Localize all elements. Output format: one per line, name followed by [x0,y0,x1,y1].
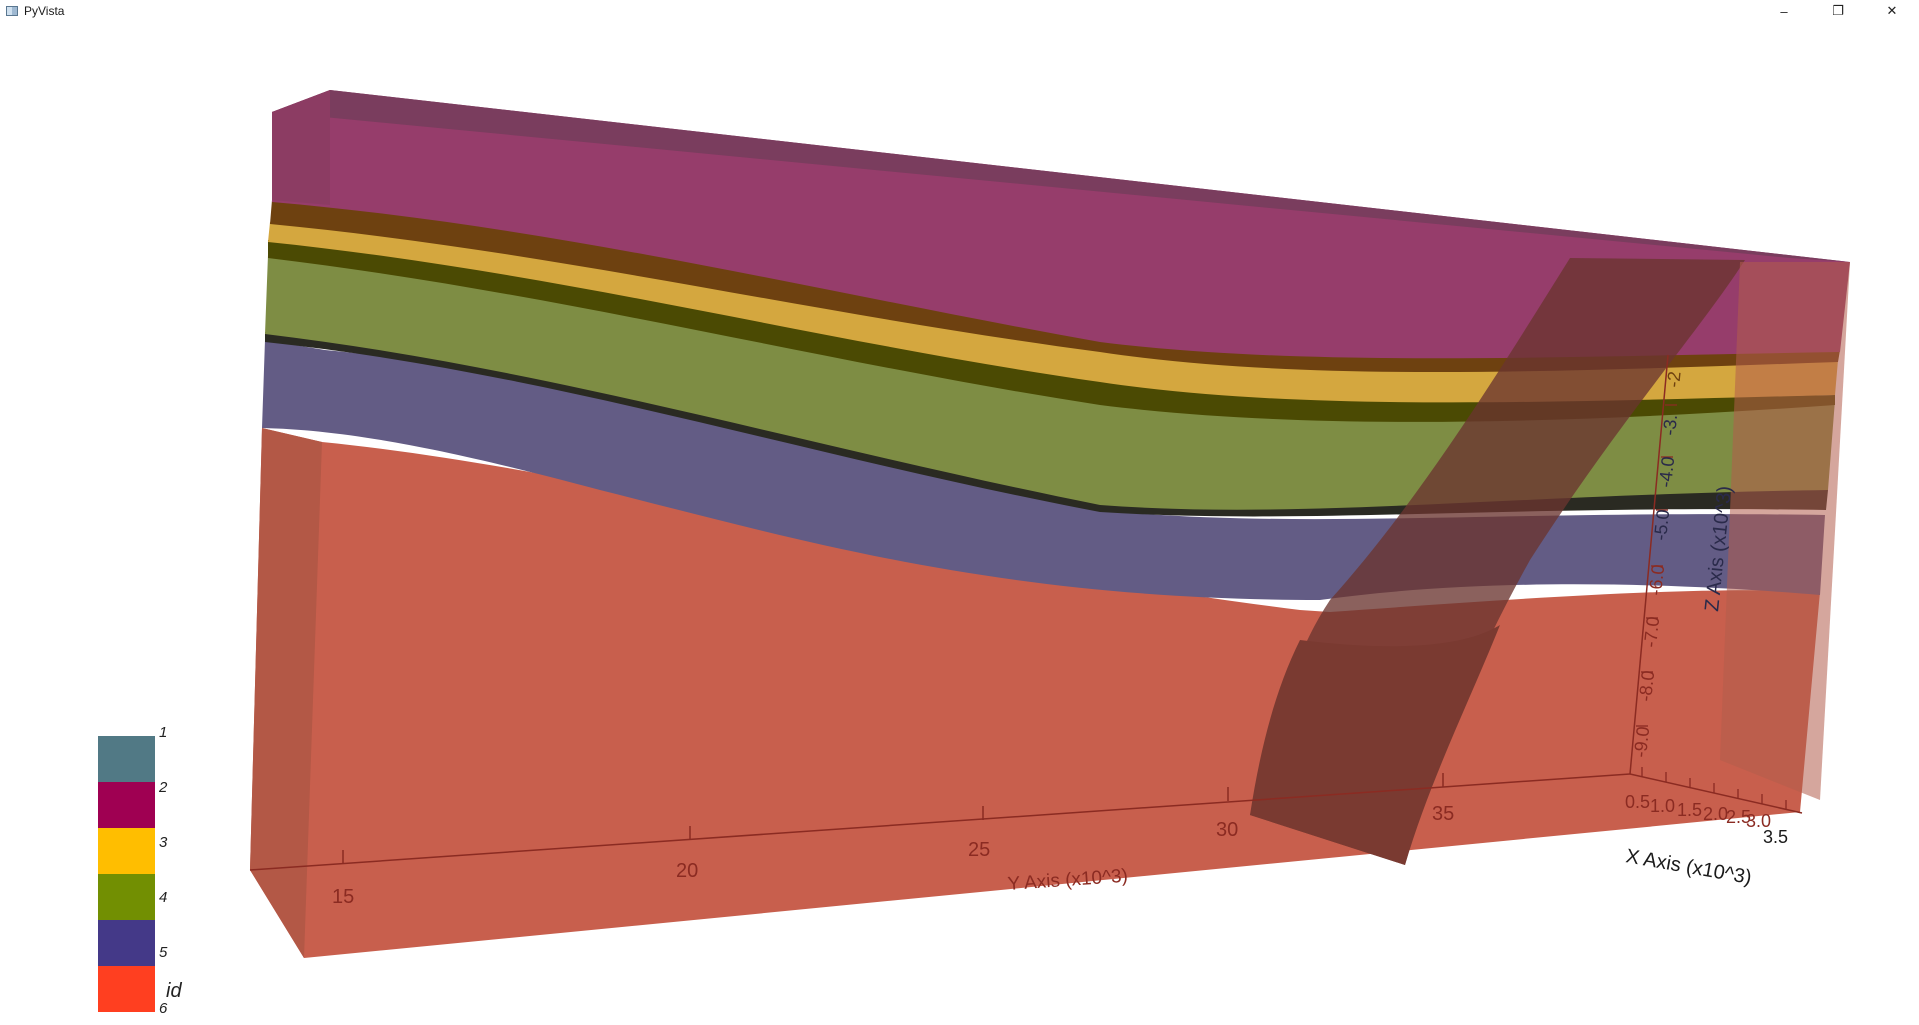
z-tick-label: -8.0 [1635,669,1658,702]
layer-top-unit [272,90,1850,359]
scalar-bar-swatch-5 [98,920,155,966]
scalar-bar-swatch-2 [98,782,155,828]
x-tick-label: 2.5 [1726,807,1751,827]
scalar-bar-label: 5 [159,944,168,961]
z-tick-label: -2 [1663,370,1685,388]
z-tick-label: -4.0 [1655,455,1678,488]
y-tick-label: 30 [1216,819,1238,841]
z-tick-label: -5.0 [1650,508,1673,541]
x-tick-label: 1.5 [1677,800,1702,820]
layer-basement [250,428,1820,958]
z-axis-line [1629,354,1669,775]
scalar-bar-swatch-3 [98,828,155,874]
scalar-bar-title: id [166,980,182,1002]
x-tick-label: 3.0 [1746,811,1771,831]
y-tick-label: 15 [332,886,354,908]
x-tick-label: 0.5 [1625,792,1650,812]
x-tick-label: 1.0 [1650,796,1675,816]
app-icon [6,6,18,16]
maximize-button[interactable]: ❐ [1832,3,1844,18]
block-left-top-face [272,90,330,205]
layer-green [265,255,1835,510]
scalar-bar-label: 6 [159,1000,168,1017]
block-top-face [272,90,1850,262]
scalar-bar-label: 2 [158,779,168,796]
scalar-bar-label: 4 [159,889,167,906]
scalar-bar: 1 2 3 4 5 6 id [98,724,182,1017]
window-title: PyVista [24,4,65,18]
window-titlebar: PyVista – ❐ ✕ [0,0,1919,22]
layer-dark-band [265,332,1828,517]
scalar-bar-swatch-6 [98,966,155,1012]
z-tick-label: -9.0 [1630,725,1653,758]
scalar-bar-label: 3 [159,834,168,851]
scalar-bar-swatch-4 [98,874,155,920]
x-axis-title: X Axis (x10^3) [1624,845,1753,889]
y-tick-label: 25 [968,839,990,861]
y-tick-label: 20 [676,860,698,882]
window-controls: – ❐ ✕ [1757,0,1919,22]
x-axis-line [1629,773,1803,814]
x-tick-label: 3.5 [1763,827,1788,847]
y-tick-label: 35 [1432,803,1454,825]
block-right-face [1720,262,1850,800]
close-button[interactable]: ✕ [1886,3,1898,18]
minimize-button[interactable]: – [1780,3,1788,19]
x-tick-label: 2.0 [1703,804,1728,824]
y-axis-line [249,773,1631,871]
fault-lower [1250,625,1500,865]
z-tick-label: -7.0 [1640,615,1663,648]
block-left-face [250,428,322,958]
z-tick-label: -6.0 [1645,563,1668,596]
scalar-bar-label: 1 [159,724,167,741]
z-axis-ticks [1636,404,1677,727]
scalar-bar-swatch-1 [98,736,155,782]
render-viewport[interactable]: 15 20 25 30 35 Y Axis (x10^3) 0.5 1.0 1.… [0,22,1919,1020]
y-axis-ticks [342,773,1444,864]
x-axis-ticks [1641,767,1787,810]
z-tick-label: -3. [1659,413,1681,436]
